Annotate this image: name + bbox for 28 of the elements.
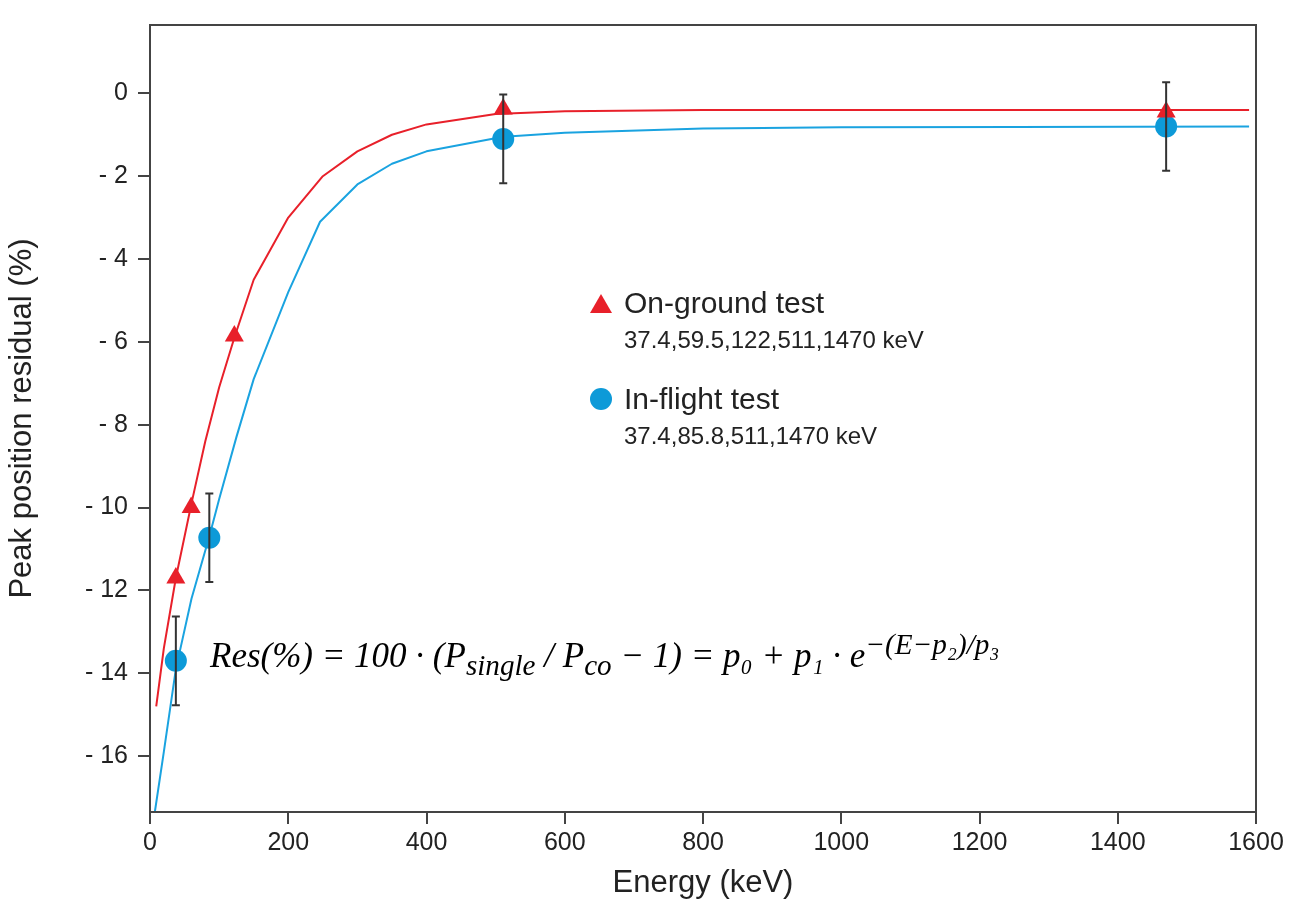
y-tick-label: - 10 bbox=[84, 491, 128, 520]
legend-label: In-flight test bbox=[624, 382, 780, 416]
y-tick-label: - 6 bbox=[98, 325, 128, 354]
y-axis-title: Peak position residual (%) bbox=[3, 238, 39, 599]
y-tick-label: 0 bbox=[114, 77, 128, 106]
x-tick-label: 0 bbox=[143, 826, 157, 855]
point bbox=[224, 325, 244, 342]
x-tick-label: 1400 bbox=[1089, 826, 1146, 855]
x-tick-label: 400 bbox=[405, 826, 448, 855]
legend-label: On-ground test bbox=[624, 286, 825, 320]
x-tick-label: 1600 bbox=[1228, 826, 1284, 855]
y-tick-label: - 8 bbox=[98, 408, 128, 437]
x-tick-label: 800 bbox=[682, 826, 724, 855]
point bbox=[181, 496, 201, 514]
point bbox=[166, 566, 186, 584]
x-tick-label: 200 bbox=[267, 826, 310, 855]
y-tick-label: - 14 bbox=[84, 657, 129, 686]
x-tick-label: 1000 bbox=[813, 826, 870, 855]
y-tick-label: - 16 bbox=[84, 739, 128, 768]
annotation: 37.4,85.8,511,1470 keV bbox=[624, 422, 879, 450]
x-tick-label: 600 bbox=[543, 826, 586, 855]
y-tick-label: - 2 bbox=[98, 160, 128, 189]
x-tick-label: 1200 bbox=[951, 826, 1008, 855]
annotation: Res(%) = 100 · (P$_{single}$ / P$_{co}$ − 1) = p₀ + p₁ · e$^{−(E−p₂)/p₃}$ bbox=[210, 628, 1000, 682]
y-tick-label: - 12 bbox=[84, 574, 128, 603]
annotation: 37.4,59.5,122,511,1470 keV bbox=[624, 326, 924, 354]
y-tick-label: - 4 bbox=[98, 242, 129, 271]
x-axis-title: Energy (keV) bbox=[612, 863, 794, 899]
